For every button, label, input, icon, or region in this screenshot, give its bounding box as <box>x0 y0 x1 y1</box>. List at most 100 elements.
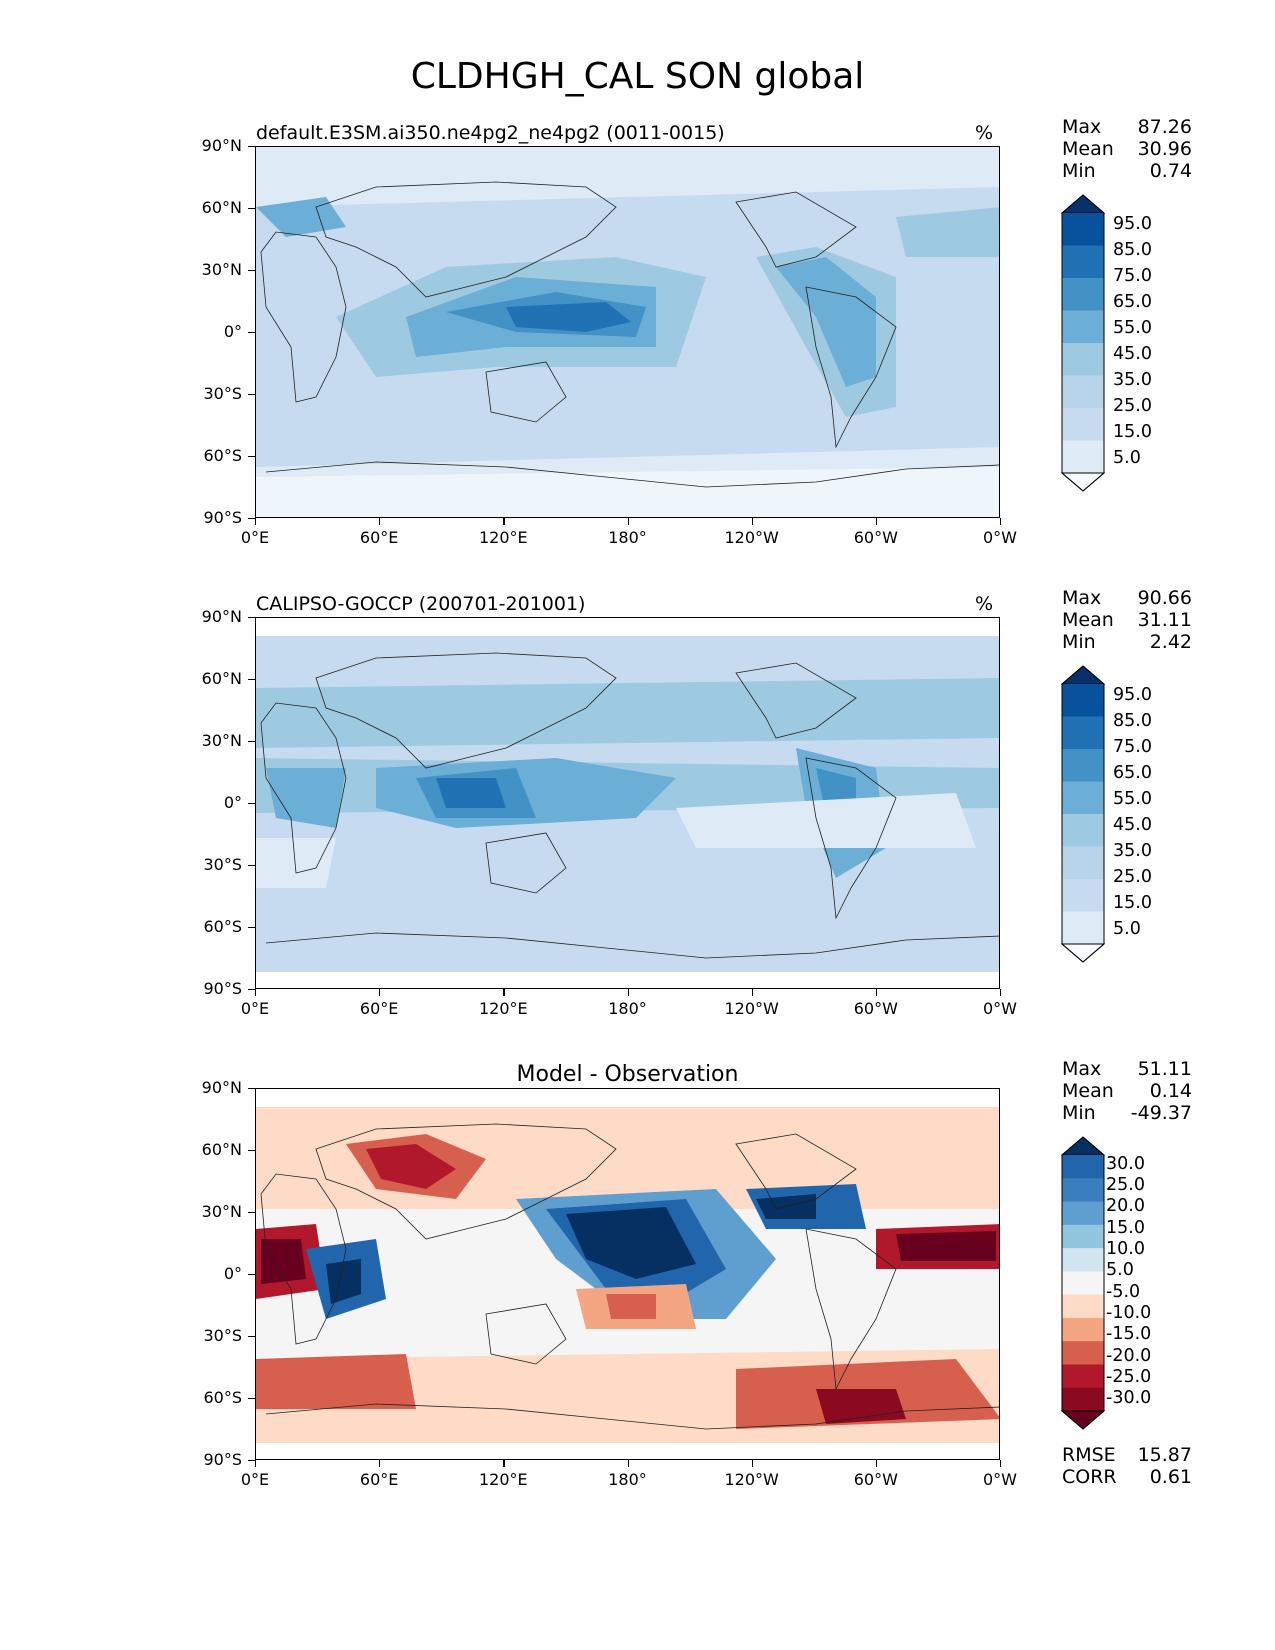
map-plot <box>255 1088 1000 1460</box>
colorbar-tick-label: -30.0 <box>1106 1388 1152 1409</box>
stat-value: 30.96 <box>1137 138 1192 160</box>
lat-tick-label: 30°S <box>203 384 242 403</box>
lat-tick-label: 60°S <box>203 1388 242 1407</box>
colorbar-swatch <box>1062 1387 1104 1412</box>
colorbar-extend-min <box>1061 472 1105 492</box>
colorbar-swatch <box>1062 1271 1104 1296</box>
lon-tick-label: 120°W <box>724 999 779 1018</box>
stats-block: Max 90.66 Mean 31.11 Min 2.42 <box>1062 587 1192 653</box>
lat-tick-label: 0° <box>223 1264 242 1283</box>
contour-region <box>566 1207 696 1279</box>
lat-tick-label: 30°S <box>203 1326 242 1345</box>
lon-tick-mark <box>1000 1460 1002 1467</box>
colorbar-tick-label: 55.0 <box>1113 318 1152 338</box>
map-field <box>256 1107 999 1443</box>
colorbar-swatch <box>1062 1155 1104 1179</box>
colorbar-tick-label: 20.0 <box>1106 1196 1145 1217</box>
colorbar-swatch <box>1062 814 1104 847</box>
stat-value: 2.42 <box>1149 631 1192 653</box>
colorbar-tick-label: 15.0 <box>1106 1217 1145 1238</box>
colorbar-tick-label: -5.0 <box>1106 1281 1141 1302</box>
units-label: % <box>975 593 994 615</box>
lat-tick-mark <box>248 1336 255 1338</box>
colorbar-swatch <box>1062 375 1104 409</box>
colorbar-tick-label: -15.0 <box>1106 1324 1152 1345</box>
colorbar-tick-label: 25.0 <box>1113 396 1152 416</box>
lon-tick-label: 60°W <box>853 1470 898 1489</box>
contour-region <box>606 1294 656 1319</box>
stat-row: Max 87.26 <box>1062 116 1192 138</box>
coastline <box>735 191 857 268</box>
lon-tick-label: 120°E <box>479 999 528 1018</box>
coastline <box>265 461 999 488</box>
stat-row: RMSE 15.87 <box>1062 1444 1192 1466</box>
stat-row: Mean 30.96 <box>1062 138 1192 160</box>
lon-tick-mark <box>751 518 753 525</box>
stat-row: Min -49.37 <box>1062 1102 1192 1124</box>
colorbar-tick-label: 75.0 <box>1113 266 1152 286</box>
lon-tick-mark <box>1000 989 1002 996</box>
colorbar <box>1061 665 1105 963</box>
colorbar-tick-label: 85.0 <box>1113 240 1152 260</box>
colorbar-swatch <box>1062 1178 1104 1203</box>
colorbar-extend-min <box>1061 1410 1105 1430</box>
lon-tick-mark <box>627 518 629 525</box>
coastline <box>735 1133 857 1210</box>
lat-tick-mark <box>248 456 255 458</box>
colorbar-swatch <box>1062 1341 1104 1365</box>
colorbar-swatch <box>1062 343 1104 376</box>
colorbar-outline <box>1061 194 1105 492</box>
lon-tick-label: 120°W <box>724 1470 779 1489</box>
lat-tick-label: 30°S <box>203 855 242 874</box>
lat-tick-label: 90°S <box>203 1450 242 1469</box>
lon-tick-mark <box>379 1460 381 1467</box>
coastline <box>485 361 567 423</box>
contour-region <box>506 302 631 332</box>
stat-value: 90.66 <box>1137 587 1192 609</box>
colorbar-swatch <box>1062 278 1104 311</box>
lat-tick-label: 90°N <box>201 607 242 626</box>
colorbar-tick-label: 95.0 <box>1113 685 1152 705</box>
lon-tick-mark <box>875 989 878 996</box>
lon-tick-mark <box>627 1460 629 1467</box>
coastline <box>315 181 617 298</box>
colorbar-tick-label: 45.0 <box>1113 344 1152 364</box>
lat-tick-label: 60°N <box>201 198 242 217</box>
lat-tick-mark <box>248 679 255 681</box>
lon-tick-label: 60°W <box>853 999 898 1018</box>
colorbar-swatch <box>1062 1224 1104 1249</box>
contour-region <box>256 1354 416 1409</box>
colorbar-tick-label: 5.0 <box>1113 448 1141 468</box>
coastline <box>260 702 347 874</box>
lat-tick-mark <box>248 518 255 520</box>
colorbar-swatch <box>1062 911 1104 945</box>
stat-label: Min <box>1062 1102 1096 1124</box>
figure-title: CLDHGH_CAL SON global <box>410 56 865 97</box>
colorbar-extend-max <box>1061 1136 1105 1156</box>
stat-value: 51.11 <box>1137 1058 1192 1080</box>
lat-tick-label: 90°N <box>201 1078 242 1097</box>
colorbar-extend-min <box>1061 943 1105 963</box>
lat-tick-mark <box>248 803 255 805</box>
contour-region <box>436 778 506 808</box>
contour-region <box>896 1231 996 1261</box>
lat-tick-label: 0° <box>223 322 242 341</box>
stats-block: Max 51.11 Mean 0.14 Min -49.37 <box>1062 1058 1192 1124</box>
colorbar-tick-label: 15.0 <box>1113 893 1152 913</box>
contour-region <box>256 197 346 237</box>
lat-tick-label: 60°N <box>201 669 242 688</box>
contour-region <box>261 1239 306 1284</box>
colorbar-swatch <box>1062 440 1104 474</box>
lat-tick-mark <box>248 394 255 396</box>
colorbar-outline <box>1061 665 1105 963</box>
colorbar-tick-label: -20.0 <box>1106 1345 1152 1366</box>
stats-block: Max 87.26 Mean 30.96 Min 0.74 <box>1062 116 1192 182</box>
lon-tick-label: 180° <box>608 528 647 547</box>
lat-tick-mark <box>248 332 255 334</box>
stat-label: Mean <box>1062 609 1114 631</box>
stat-label: RMSE <box>1062 1444 1116 1466</box>
colorbar-tick-label: 5.0 <box>1106 1260 1134 1281</box>
colorbar-swatch <box>1062 1364 1104 1389</box>
lon-tick-label: 0°E <box>240 1470 270 1489</box>
stat-value: 15.87 <box>1137 1444 1192 1466</box>
